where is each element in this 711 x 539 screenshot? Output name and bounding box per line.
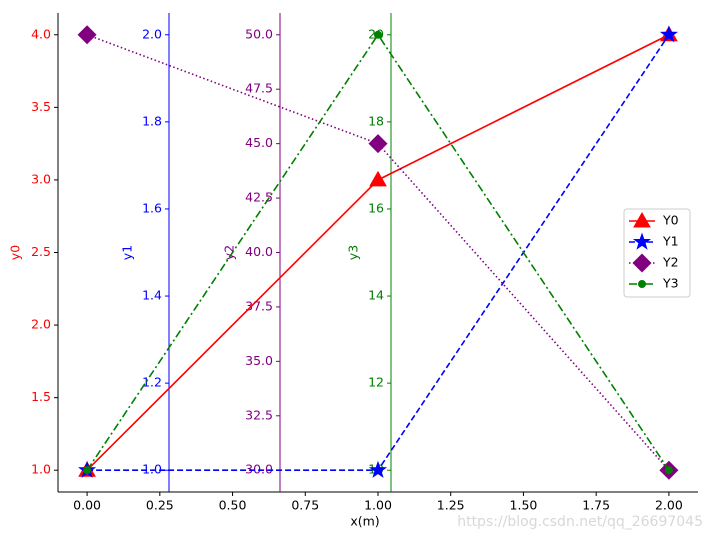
- y-tick-label: 12: [368, 375, 384, 390]
- marker: [638, 280, 646, 288]
- watermark: https://blog.csdn.net/qq_26697045: [457, 514, 703, 530]
- x-axis-label: x(m): [350, 514, 379, 529]
- y-tick-label: 18: [368, 113, 384, 128]
- y-axis-label: y1: [120, 245, 135, 260]
- y-tick-label: 2.5: [31, 244, 51, 259]
- legend-label: Y3: [662, 276, 679, 291]
- y-tick-label: 1.4: [142, 288, 162, 303]
- marker: [369, 170, 387, 187]
- legend: Y0 Y1 Y2 Y3: [623, 208, 691, 298]
- y-tick-label: 50.0: [245, 26, 273, 41]
- legend-label: Y1: [662, 234, 679, 249]
- marker: [632, 232, 652, 250]
- y-tick-label: 2.0: [31, 317, 51, 332]
- x-tick-label: 1.50: [510, 498, 538, 513]
- x-tick-label: 0.75: [291, 498, 319, 513]
- y-tick-label: 2.0: [142, 26, 162, 41]
- series-line: [86, 33, 670, 471]
- y-tick-label: 37.5: [245, 298, 273, 313]
- y-axis-label: y3: [346, 245, 361, 260]
- y-tick-label: 1.0: [142, 462, 162, 477]
- y-axis-label: y2: [222, 245, 237, 260]
- y-tick-label: 42.5: [245, 190, 273, 205]
- x-tick-label: 0.00: [73, 498, 101, 513]
- marker: [374, 30, 382, 39]
- y-tick-label: 1.0: [31, 462, 51, 477]
- marker: [659, 25, 678, 43]
- y-tick-label: 1.6: [142, 200, 162, 215]
- y-tick-label: 14: [368, 288, 384, 303]
- marker: [77, 25, 97, 45]
- x-tick-label: 2.00: [655, 498, 683, 513]
- x-tick-label: 0.50: [219, 498, 247, 513]
- marker: [368, 134, 388, 154]
- y-tick-label: 3.5: [31, 99, 51, 114]
- y-tick-label: 1.2: [142, 375, 162, 390]
- series-line: [86, 34, 670, 471]
- series-line: [87, 34, 670, 472]
- x-tick-label: 1.75: [582, 498, 610, 513]
- y-tick-label: 1.8: [142, 113, 162, 128]
- legend-label: Y0: [662, 213, 679, 228]
- y-axis-label: y0: [8, 245, 23, 260]
- marker: [632, 253, 652, 273]
- y-tick-label: 30.0: [245, 462, 273, 477]
- x-tick-label: 0.25: [146, 498, 174, 513]
- y-tick-label: 4.0: [31, 26, 51, 41]
- y-tick-label: 32.5: [245, 407, 273, 422]
- x-tick-label: 1.00: [364, 498, 392, 513]
- x-tick-label: 1.25: [437, 498, 465, 513]
- marker: [83, 466, 92, 475]
- marker: [368, 460, 388, 478]
- y-tick-label: 47.5: [245, 81, 273, 96]
- y-tick-label: 45.0: [245, 135, 273, 150]
- y-tick-label: 40.0: [245, 244, 273, 259]
- y-tick-label: 1.5: [31, 389, 51, 404]
- marker: [633, 211, 651, 228]
- marker: [664, 466, 673, 475]
- y-tick-label: 35.0: [245, 353, 273, 368]
- legend-label: Y2: [662, 255, 679, 270]
- y-tick-label: 16: [368, 200, 384, 215]
- series-line: [86, 34, 670, 471]
- legend-box: [623, 208, 691, 298]
- y-tick-label: 3.0: [31, 171, 51, 186]
